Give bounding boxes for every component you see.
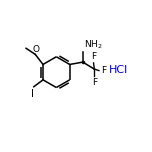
Text: F: F xyxy=(101,66,106,75)
Text: HCl: HCl xyxy=(109,65,128,75)
Text: I: I xyxy=(31,89,34,99)
Text: O: O xyxy=(33,45,40,54)
Text: F: F xyxy=(91,52,96,61)
Text: F: F xyxy=(92,78,97,86)
Text: NH$_2$: NH$_2$ xyxy=(84,39,102,51)
